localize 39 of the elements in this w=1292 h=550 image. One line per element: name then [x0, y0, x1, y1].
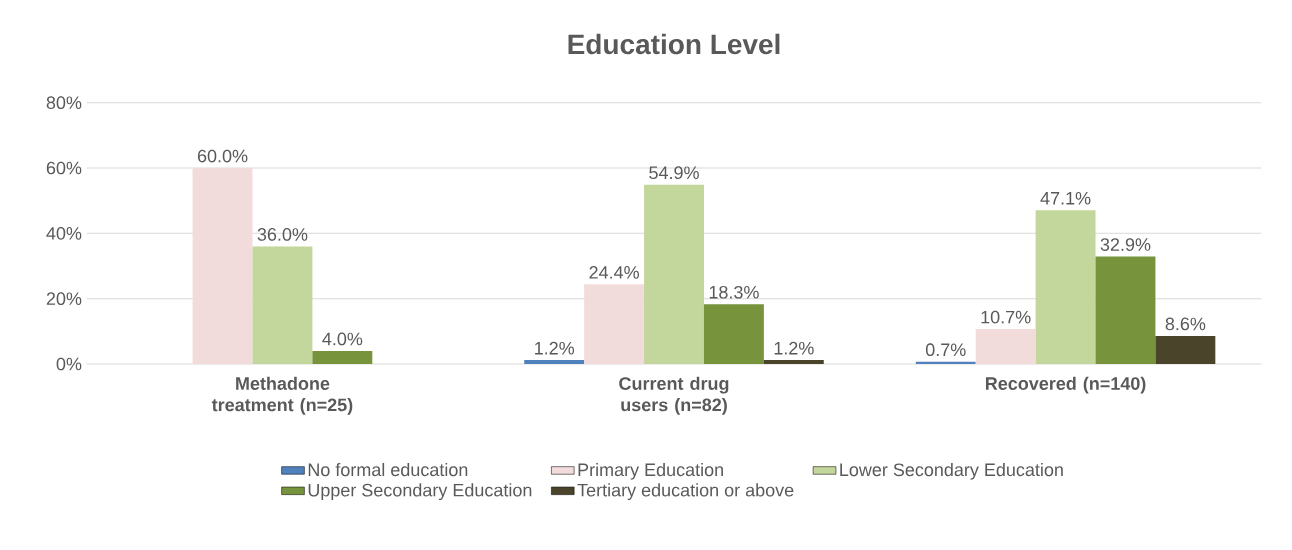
bar	[192, 168, 253, 364]
y-tick-label: 0%	[56, 357, 82, 371]
bar	[252, 246, 313, 364]
chart-title: Education Level	[568, 33, 780, 55]
legend-label: Lower Secondary Education	[840, 462, 1063, 480]
data-label: 36.0%	[257, 228, 308, 241]
legend-label: Tertiary education or above	[577, 483, 794, 501]
bar	[524, 360, 585, 364]
bar	[644, 184, 704, 364]
data-label: 32.9%	[1100, 238, 1151, 251]
data-label: 4.0%	[322, 332, 363, 346]
x-tick-label: Current drug users (n=82)	[619, 376, 729, 415]
data-label: 1.2%	[535, 341, 575, 355]
data-label: 24.4%	[589, 266, 639, 279]
bar	[312, 350, 373, 364]
data-label: 47.1%	[1040, 191, 1091, 205]
bar	[703, 304, 764, 364]
bar	[975, 329, 1036, 364]
y-tick-label: 60%	[46, 161, 82, 175]
bar	[1035, 210, 1096, 364]
data-label: 0.7%	[925, 343, 966, 357]
data-label: 18.3%	[709, 285, 759, 299]
x-tick-label: Recovered (n=140)	[985, 376, 1146, 394]
data-label: 10.7%	[981, 310, 1031, 324]
bar	[1155, 335, 1216, 364]
x-tick-label: Methadone treatment (n=25)	[211, 376, 353, 415]
legend-label: No formal education	[308, 462, 468, 477]
data-label: 54.9%	[649, 166, 699, 180]
legend-label: Primary Education	[578, 462, 723, 480]
y-tick-label: 40%	[46, 226, 82, 240]
data-label: 8.6%	[1165, 317, 1206, 331]
bar	[1095, 256, 1156, 364]
bar	[763, 360, 824, 364]
y-tick-label: 20%	[46, 292, 82, 306]
bar	[584, 284, 645, 364]
legend-label: Upper Secondary Education	[308, 483, 532, 501]
data-label: 60.0%	[197, 149, 248, 163]
y-tick-label: 80%	[46, 96, 82, 110]
data-label: 1.2%	[774, 341, 814, 355]
